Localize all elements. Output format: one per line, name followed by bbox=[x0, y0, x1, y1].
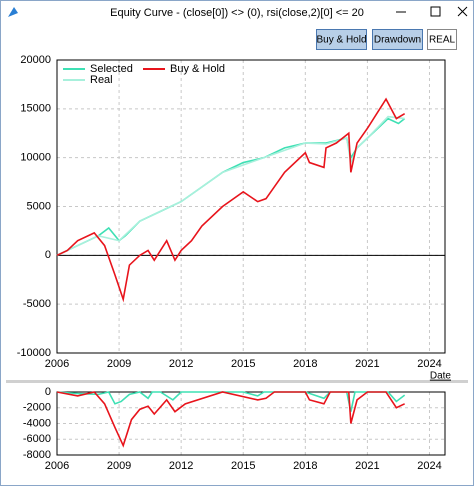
y-tick-label: -2000 bbox=[23, 402, 51, 414]
series-line bbox=[56, 97, 406, 303]
button-label: Buy & Hold bbox=[316, 35, 366, 46]
x-tick-label: 2018 bbox=[293, 358, 317, 370]
legend-label: Buy & Hold bbox=[170, 63, 225, 75]
x-tick-label: 2021 bbox=[355, 460, 379, 472]
y-tick-label: -5000 bbox=[23, 298, 51, 310]
y-tick-label: -4000 bbox=[23, 417, 51, 429]
x-tick-label: 2006 bbox=[45, 358, 69, 370]
close-button[interactable] bbox=[457, 6, 468, 17]
plot-frame bbox=[56, 391, 446, 456]
x-tick-label: 2021 bbox=[355, 358, 379, 370]
legend-label: Real bbox=[90, 74, 113, 86]
x-tick-label: 2024 bbox=[417, 460, 441, 472]
y-tick-label: 0 bbox=[45, 386, 51, 398]
button-label: Drawdown bbox=[374, 35, 421, 46]
x-axis-label: Date bbox=[430, 371, 452, 382]
series-line bbox=[56, 115, 405, 257]
y-tick-label: 0 bbox=[45, 249, 51, 261]
y-tick-label: -8000 bbox=[23, 449, 51, 461]
y-tick-label: 5000 bbox=[27, 200, 51, 212]
y-tick-label: 10000 bbox=[20, 152, 51, 164]
maximize-button[interactable] bbox=[430, 6, 441, 17]
x-tick-label: 2015 bbox=[231, 358, 255, 370]
x-tick-label: 2012 bbox=[169, 358, 193, 370]
series-line bbox=[56, 391, 406, 412]
button-label: REAL bbox=[429, 35, 456, 46]
x-tick-label: 2009 bbox=[107, 460, 131, 472]
x-tick-label: 2009 bbox=[107, 358, 131, 370]
y-tick-label: -10000 bbox=[17, 347, 51, 359]
x-tick-label: 2006 bbox=[45, 460, 69, 472]
x-tick-label: 2015 bbox=[231, 460, 255, 472]
y-tick-label: -6000 bbox=[23, 433, 51, 445]
buy-hold-button[interactable]: Buy & Hold bbox=[316, 29, 367, 50]
series-line bbox=[56, 391, 405, 448]
y-tick-label: 15000 bbox=[20, 103, 51, 115]
real-button[interactable]: REAL bbox=[427, 29, 457, 50]
drawdown-button[interactable]: Drawdown bbox=[372, 29, 423, 50]
plot-frame bbox=[56, 59, 446, 354]
x-tick-label: 2018 bbox=[293, 460, 317, 472]
legend-label: Selected bbox=[90, 63, 133, 75]
app-icon bbox=[8, 7, 18, 17]
x-tick-label: 2024 bbox=[417, 358, 441, 370]
x-tick-label: 2012 bbox=[169, 460, 193, 472]
window-title: Equity Curve - (close[0]) <> (0), rsi(cl… bbox=[110, 7, 364, 19]
y-tick-label: 20000 bbox=[20, 54, 51, 66]
